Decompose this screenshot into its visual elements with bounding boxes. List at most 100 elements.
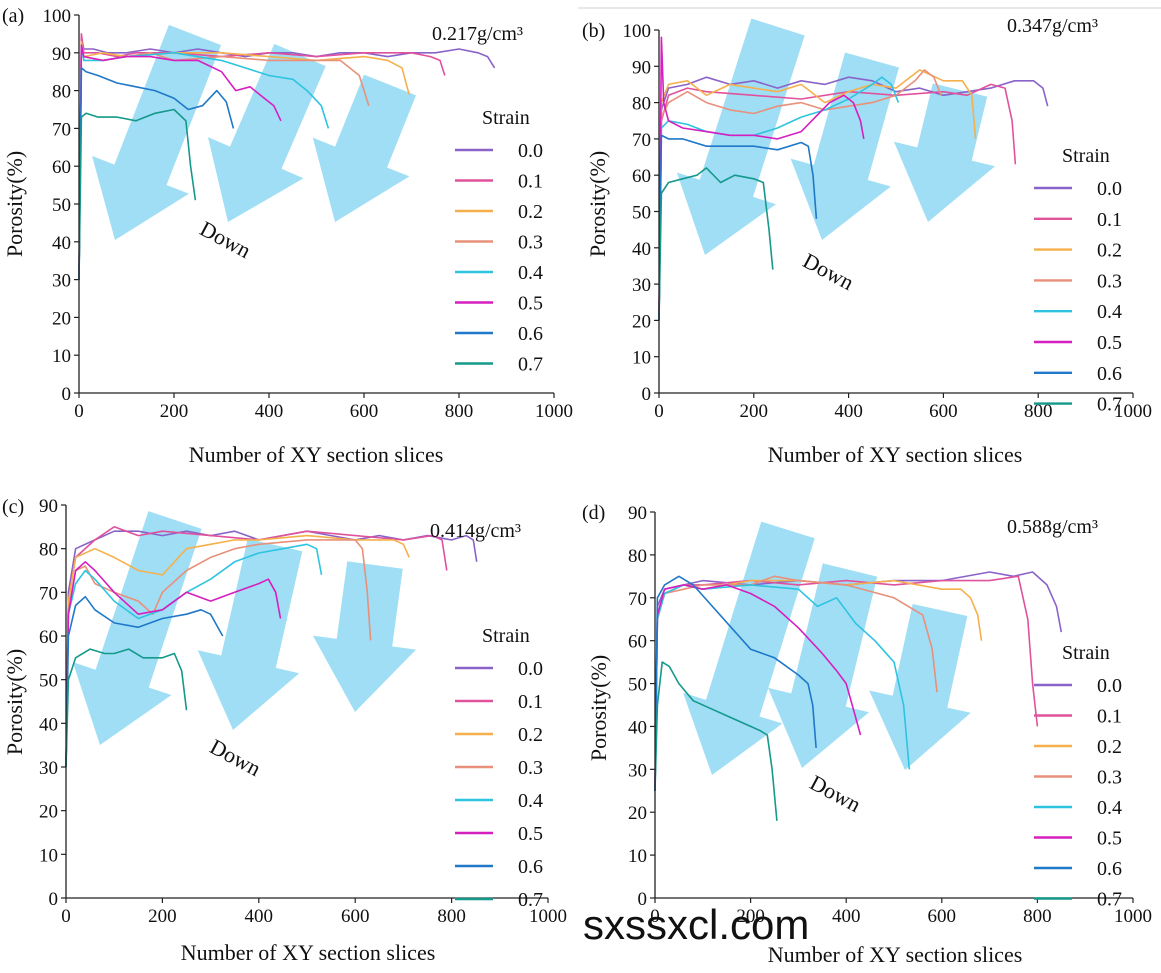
density-annotation: 0.414g/cm³ — [430, 520, 521, 542]
x-tick-label: 400 — [832, 906, 861, 927]
x-axis-label: Number of XY section slices — [181, 940, 436, 965]
y-tick-label: 100 — [43, 6, 72, 27]
series-line-0.6 — [658, 134, 818, 321]
y-tick-label: 30 — [632, 275, 651, 296]
legend-label-0.6: 0.6 — [518, 323, 543, 345]
series-line-0.4 — [654, 584, 911, 791]
y-tick-label: 20 — [52, 308, 71, 329]
series-line-0.7 — [65, 648, 188, 768]
y-tick-label: 0 — [642, 384, 652, 405]
y-tick-label: 80 — [52, 82, 71, 103]
x-tick-label: 400 — [245, 906, 274, 927]
series-line-0.1 — [65, 526, 448, 768]
legend-label-0.2: 0.2 — [1097, 736, 1122, 758]
legend-label-0.7: 0.7 — [1097, 889, 1122, 911]
x-tick-label: 0 — [654, 401, 664, 422]
y-tick-label: 50 — [628, 675, 647, 696]
y-tick-label: 70 — [628, 589, 647, 610]
legend-label-0.6: 0.6 — [1097, 858, 1122, 880]
series-line-0.2 — [65, 534, 410, 768]
y-tick-label: 0 — [62, 384, 72, 405]
y-tick-label: 70 — [632, 130, 651, 151]
legend-label-0.7: 0.7 — [518, 889, 543, 911]
down-arrow-2 — [893, 83, 996, 222]
y-tick-label: 80 — [628, 546, 647, 567]
legend-label-0.0: 0.0 — [518, 140, 543, 162]
down-label: Down — [799, 248, 858, 295]
y-axis-label: Porosity(%) — [586, 655, 611, 761]
x-tick-label: 400 — [834, 401, 863, 422]
x-tick-label: 1000 — [529, 906, 567, 927]
x-tick-label: 0 — [74, 401, 84, 422]
density-annotation: 0.588g/cm³ — [1007, 516, 1098, 538]
series-line-0.5 — [78, 44, 282, 280]
y-tick-label: 80 — [632, 94, 651, 115]
y-tick-label: 20 — [39, 802, 58, 823]
legend-label-0.2: 0.2 — [518, 724, 543, 746]
down-arrow-2 — [312, 561, 416, 712]
y-tick-label: 30 — [39, 758, 58, 779]
series-line-0.6 — [65, 595, 224, 768]
legend-label-0.5: 0.5 — [1097, 828, 1122, 850]
x-tick-label: 400 — [255, 401, 284, 422]
down-arrow-0 — [72, 511, 202, 745]
y-tick-label: 40 — [632, 239, 651, 260]
legend-label-0.3: 0.3 — [1097, 270, 1122, 292]
x-tick-label: 600 — [928, 906, 957, 927]
y-tick-label: 50 — [632, 203, 651, 224]
y-tick-label: 60 — [632, 166, 651, 187]
legend-title: Strain — [482, 107, 530, 129]
legend-label-0.1: 0.1 — [1097, 209, 1122, 231]
y-tick-label: 70 — [39, 583, 58, 604]
series-line-0.3 — [658, 69, 942, 321]
down-arrow-1 — [790, 52, 899, 241]
series-line-0.7 — [654, 661, 778, 821]
series-line-0.5 — [654, 584, 862, 791]
y-tick-label: 40 — [52, 233, 71, 254]
legend-label-0.4: 0.4 — [1097, 301, 1122, 323]
y-axis-label: Porosity(%) — [2, 649, 27, 755]
x-tick-label: 200 — [160, 401, 189, 422]
y-tick-label: 20 — [628, 803, 647, 824]
down-label: Down — [206, 734, 265, 781]
y-axis-label: Porosity(%) — [2, 151, 27, 257]
down-arrow-1 — [207, 43, 326, 223]
legend-label-0.1: 0.1 — [518, 171, 543, 193]
y-tick-label: 0 — [638, 889, 648, 910]
y-tick-label: 40 — [39, 714, 58, 735]
legend-label-0.4: 0.4 — [518, 262, 543, 284]
legend-title: Strain — [1062, 642, 1110, 664]
x-tick-label: 800 — [1024, 401, 1053, 422]
y-tick-label: 10 — [52, 346, 71, 367]
chart-panel-0: 0 200 400 600 800 1000 0 10 20 30 40 50 60 70 80 90 100 N… — [2, 5, 573, 467]
y-tick-label: 90 — [52, 44, 71, 65]
y-tick-label: 50 — [39, 671, 58, 692]
x-tick-label: 800 — [1023, 906, 1052, 927]
down-arrow-0 — [676, 18, 805, 255]
y-tick-label: 30 — [52, 271, 71, 292]
x-axis-label: Number of XY section slices — [768, 942, 1023, 967]
y-tick-label: 0 — [49, 889, 59, 910]
legend-label-0.0: 0.0 — [518, 658, 543, 680]
y-tick-label: 70 — [52, 119, 71, 140]
legend-label-0.3: 0.3 — [518, 757, 543, 779]
legend-label-0.2: 0.2 — [1097, 240, 1122, 262]
down-arrow-2 — [312, 74, 416, 223]
legend-label-0.0: 0.0 — [1097, 178, 1122, 200]
legend-label-0.5: 0.5 — [518, 293, 543, 315]
watermark-text: sxssxcl.com — [583, 901, 810, 948]
series-line-0.6 — [78, 67, 235, 280]
x-axis-label: Number of XY section slices — [768, 442, 1023, 467]
y-tick-label: 30 — [628, 760, 647, 781]
x-axis-label: Number of XY section slices — [189, 442, 444, 467]
legend-label-0.5: 0.5 — [518, 823, 543, 845]
legend-label-0.1: 0.1 — [518, 691, 543, 713]
panel-label: (b) — [582, 20, 605, 42]
down-arrow-0 — [92, 24, 222, 240]
panel-label: (c) — [2, 496, 24, 518]
y-tick-label: 10 — [628, 846, 647, 867]
series-line-0.7 — [658, 167, 774, 321]
panel-label: (a) — [2, 5, 24, 27]
x-tick-label: 600 — [341, 906, 370, 927]
